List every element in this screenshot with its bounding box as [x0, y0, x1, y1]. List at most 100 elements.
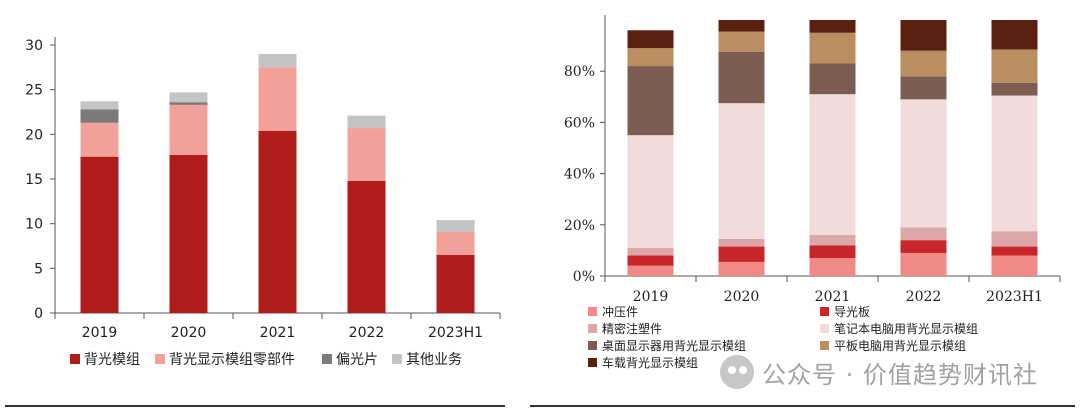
bar-segment — [809, 235, 856, 246]
bar-segment — [169, 104, 208, 155]
y-tick-label: 80% — [564, 64, 595, 80]
bar-segment — [718, 261, 765, 276]
bar-segment — [809, 245, 856, 259]
bar-segment — [627, 255, 674, 266]
bar-segment — [991, 95, 1038, 232]
bar-segment — [436, 231, 475, 255]
bar-segment — [991, 82, 1038, 96]
x-tick-label: 2020 — [171, 325, 207, 341]
legend-label: 背光模组 — [84, 352, 140, 368]
bar-segment — [258, 130, 297, 313]
right-stacked-percent-chart: 0% 20% 40% 60% 80% 2019 2020 2021 2022 2023H1 冲压件 导… — [564, 15, 1061, 370]
bar-segment — [809, 258, 856, 276]
bar-segment — [80, 109, 119, 123]
bar-segment — [809, 94, 856, 236]
left-stacked-bar-chart: 0 5 10 15 20 25 30 2019 2020 2021 2022 2023H1 背光模组 背光… — [25, 37, 501, 368]
bar-segment — [627, 247, 674, 256]
bar-segment — [718, 246, 765, 262]
legend-swatch — [820, 307, 829, 316]
bar-segment — [991, 231, 1038, 247]
bar-segment — [627, 30, 674, 49]
bar-segment — [900, 50, 947, 77]
bar-segment — [809, 63, 856, 95]
bar-segment — [258, 53, 297, 68]
legend-label: 背光显示模组零部件 — [169, 352, 295, 368]
y-tick-label: 5 — [34, 261, 43, 277]
legend-label: 导光板 — [834, 305, 870, 319]
bar-segment — [900, 76, 947, 100]
legend-swatch — [588, 341, 597, 350]
bar-segment — [627, 135, 674, 248]
bar-segment — [718, 31, 765, 52]
bar-segment — [718, 52, 765, 104]
y-tick-label: 0 — [34, 306, 43, 322]
bar-segment — [347, 180, 386, 313]
bar-segment — [436, 254, 475, 313]
wechat-icon — [720, 355, 754, 389]
bar-segment — [169, 92, 208, 103]
legend-swatch — [70, 354, 80, 364]
bar-segment — [169, 102, 208, 105]
y-tick-label: 25 — [25, 83, 43, 99]
y-tick-label: 10 — [25, 217, 43, 233]
x-tick-label: 2019 — [633, 289, 669, 305]
x-tick-label: 2023H1 — [986, 289, 1043, 305]
bar-segment — [347, 115, 386, 129]
y-tick-label: 20% — [564, 218, 595, 234]
y-tick-label: 30 — [25, 38, 43, 54]
left-bottom-rule — [5, 405, 505, 407]
bar-segment — [258, 67, 297, 131]
legend-label: 笔记本电脑用背光显示模组 — [834, 321, 978, 336]
bar-segment — [900, 252, 947, 276]
legend-label: 车载背光显示模组 — [602, 355, 698, 370]
bar-segment — [627, 66, 674, 136]
legend-swatch — [155, 354, 165, 364]
bar-segment — [900, 99, 947, 228]
legend-swatch — [820, 324, 829, 333]
bar-segment — [900, 20, 947, 51]
legend-label: 桌面显示器用背光显示模组 — [602, 339, 746, 353]
x-tick-label: 2020 — [724, 289, 760, 305]
legend-label: 其他业务 — [406, 352, 462, 368]
y-tick-label: 0% — [573, 269, 595, 285]
bar-segment — [718, 238, 765, 247]
bar-segment — [718, 20, 765, 32]
x-tick-label: 2019 — [82, 325, 118, 341]
legend-swatch — [588, 358, 597, 367]
legend-label: 精密注塑件 — [602, 321, 662, 336]
x-tick-label: 2022 — [349, 325, 385, 341]
legend-label: 偏光片 — [336, 352, 378, 368]
x-tick-label: 2022 — [906, 289, 942, 305]
bar-segment — [627, 265, 674, 276]
bar-segment — [80, 122, 119, 157]
bar-segment — [436, 220, 475, 232]
legend-swatch — [392, 354, 402, 364]
y-tick-label: 20 — [25, 127, 43, 143]
bar-segment — [900, 240, 947, 253]
x-tick-label: 2023H1 — [428, 325, 483, 341]
bar-segment — [991, 49, 1038, 83]
bar-segment — [809, 32, 856, 64]
bar-segment — [900, 227, 947, 241]
y-tick-label: 40% — [564, 167, 595, 183]
legend-swatch — [588, 324, 597, 333]
legend-label: 冲压件 — [602, 304, 638, 319]
bar-segment — [991, 255, 1038, 276]
x-tick-label: 2021 — [260, 325, 296, 341]
bar-segment — [991, 20, 1038, 50]
legend-swatch — [588, 307, 597, 316]
bar-segment — [80, 101, 119, 110]
y-tick-label: 15 — [25, 172, 43, 188]
bar-segment — [169, 154, 208, 313]
bar-segment — [80, 156, 119, 313]
bar-segment — [627, 48, 674, 67]
legend-label: 平板电脑用背光显示模组 — [834, 339, 966, 353]
legend-swatch — [322, 354, 332, 364]
y-tick-label: 60% — [564, 115, 595, 131]
x-tick-label: 2021 — [815, 289, 851, 305]
bar-segment — [809, 20, 856, 33]
watermark: 公众号 · 价值趋势财讯社 — [720, 350, 1060, 394]
bar-segment — [347, 128, 386, 181]
bar-segment — [718, 103, 765, 239]
legend-swatch — [820, 341, 829, 350]
